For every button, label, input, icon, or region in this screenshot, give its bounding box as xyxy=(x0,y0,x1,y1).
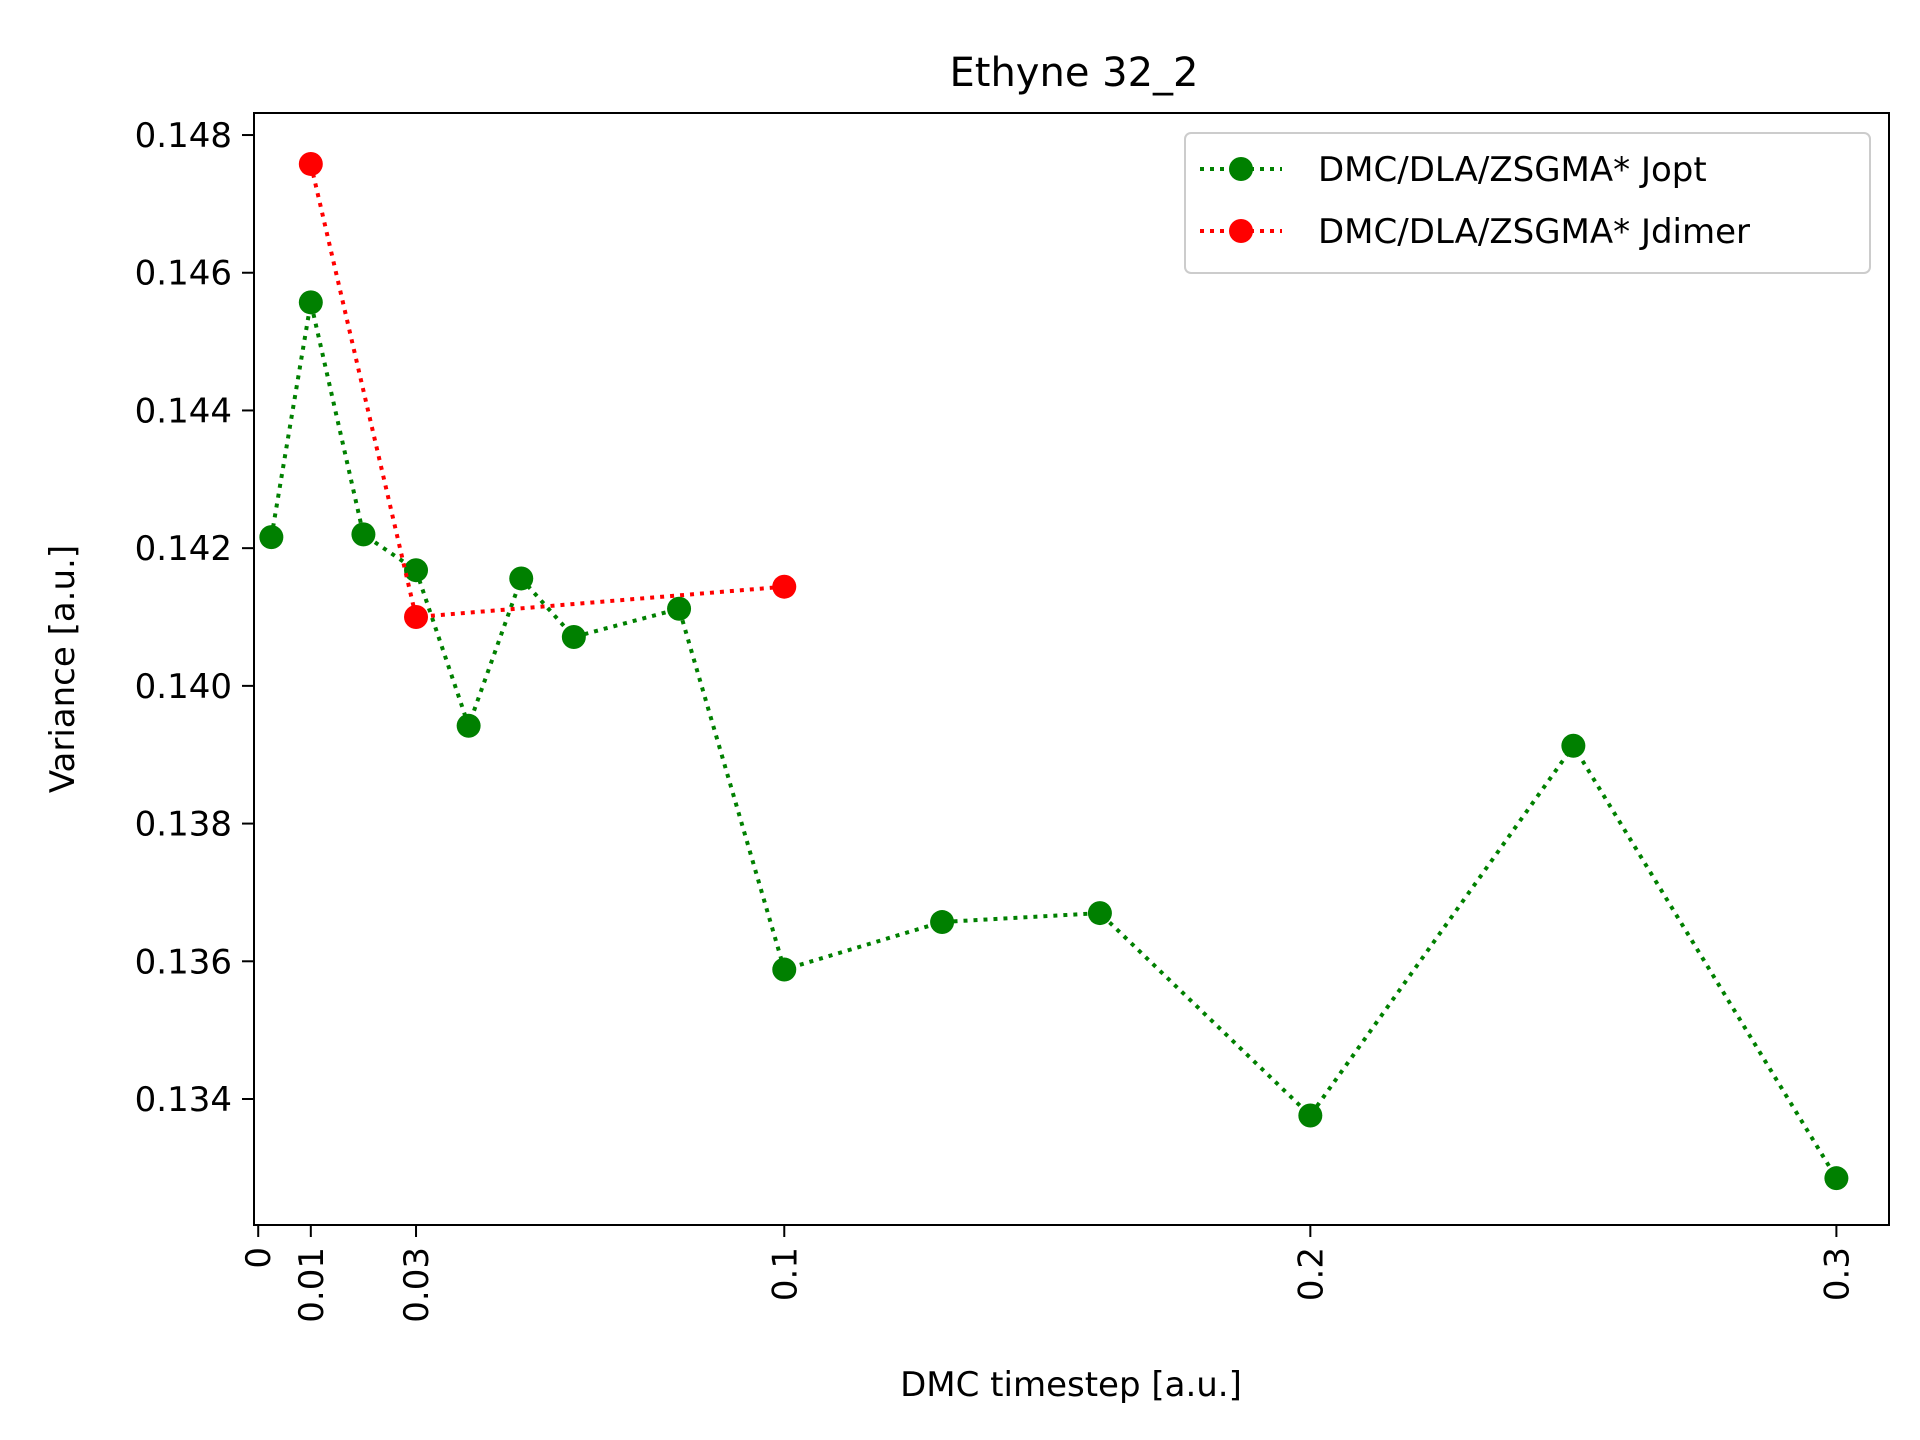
x-tick-label: 0.2 xyxy=(1291,1247,1331,1301)
legend-marker-jdimer xyxy=(1229,219,1253,243)
legend-label-jopt: DMC/DLA/ZSGMA* Jopt xyxy=(1318,150,1707,190)
data-point xyxy=(1824,1166,1849,1191)
data-point xyxy=(404,558,429,583)
series-1 xyxy=(298,151,797,630)
y-tick-label: 0.142 xyxy=(135,529,232,569)
data-point xyxy=(1087,901,1112,926)
data-point xyxy=(298,290,323,315)
plot-area xyxy=(253,112,1890,1226)
y-tick-label: 0.140 xyxy=(135,667,232,707)
y-tick-label: 0.144 xyxy=(135,391,232,431)
y-axis-label: Variance [a.u.] xyxy=(43,545,83,793)
data-point xyxy=(298,151,323,176)
x-tick-label: 0.03 xyxy=(397,1247,437,1323)
x-tick-label: 0.1 xyxy=(765,1247,805,1301)
data-point xyxy=(351,522,376,547)
legend-marker-jopt xyxy=(1229,157,1253,181)
series-0 xyxy=(259,290,1849,1191)
y-tick-label: 0.148 xyxy=(135,116,232,156)
data-point xyxy=(772,574,797,599)
data-point xyxy=(1561,733,1586,758)
x-tick-label: 0.3 xyxy=(1817,1247,1857,1301)
y-axis: 0.134 0.136 0.138 0.140 0.142 0.144 0.146 0.148 xyxy=(135,116,254,1120)
x-tick-label: 0.01 xyxy=(292,1247,332,1323)
legend: DMC/DLA/ZSGMA* Jopt DMC/DLA/ZSGMA* Jdime… xyxy=(1184,132,1871,274)
data-point xyxy=(456,713,481,738)
plot-frame xyxy=(253,112,1890,1226)
legend-entry-jdimer: DMC/DLA/ZSGMA* Jdimer xyxy=(1200,212,1750,252)
legend-label-jdimer: DMC/DLA/ZSGMA* Jdimer xyxy=(1318,212,1750,252)
y-tick-label: 0.138 xyxy=(135,805,232,845)
y-tick-label: 0.136 xyxy=(135,942,232,982)
legend-entry-jopt: DMC/DLA/ZSGMA* Jopt xyxy=(1200,150,1707,190)
data-point xyxy=(930,910,955,935)
data-point xyxy=(561,624,586,649)
series-line xyxy=(308,163,785,620)
data-point xyxy=(404,605,429,630)
series-line xyxy=(269,301,1839,1180)
data-point xyxy=(667,596,692,621)
data-point xyxy=(1298,1103,1323,1128)
legend-box xyxy=(1184,132,1871,274)
y-tick-label: 0.146 xyxy=(135,254,232,294)
y-tick-label: 0.134 xyxy=(135,1080,232,1120)
x-axis-label: DMC timestep [a.u.] xyxy=(900,1365,1242,1405)
chart-title: Ethyne 32_2 xyxy=(949,50,1198,96)
x-axis: 0 0.01 0.03 0.1 0.2 0.3 xyxy=(239,1225,1857,1323)
data-point xyxy=(772,957,797,982)
series-layer xyxy=(259,151,1849,1191)
data-point xyxy=(259,525,284,550)
data-point xyxy=(509,566,534,591)
x-tick-label: 0 xyxy=(239,1247,279,1269)
